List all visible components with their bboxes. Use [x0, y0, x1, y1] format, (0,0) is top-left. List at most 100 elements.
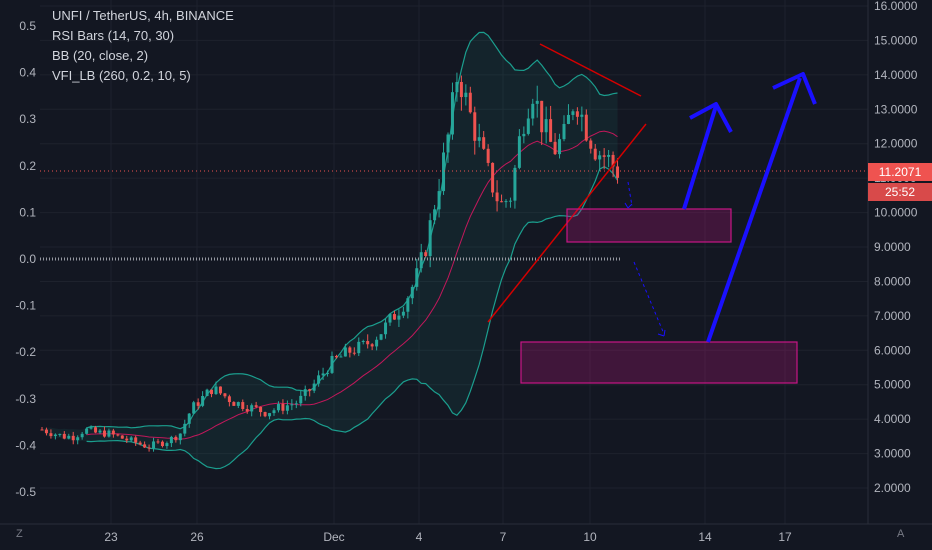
candle-body [491, 162, 495, 193]
candle-body [392, 314, 396, 320]
candle-body [366, 341, 370, 345]
chart-legend: UNFI / TetherUS, 4h, BINANCE RSI Bars (1… [52, 6, 234, 86]
time-tick-label: 26 [190, 530, 204, 544]
legend-bb[interactable]: BB (20, close, 2) [52, 48, 149, 63]
candle-body [326, 372, 330, 374]
candle-body [210, 389, 214, 395]
candle-body [464, 92, 468, 98]
candle-body [352, 352, 356, 354]
candle-body [370, 344, 374, 347]
dashed-arrow-head [657, 329, 666, 337]
dashed-arrow-head [624, 202, 633, 209]
candle-body [562, 123, 566, 140]
candle-body [98, 430, 102, 433]
vfi-tick-label: -0.5 [15, 485, 36, 499]
candle-body [174, 436, 178, 441]
candle-body [143, 444, 147, 448]
candle-body [330, 355, 334, 373]
candle-body [178, 433, 182, 441]
up-arrow-icon [682, 105, 718, 210]
price-tick-label: 14.0000 [874, 68, 918, 82]
price-tick-label: 2.0000 [874, 481, 911, 495]
candle-body [589, 140, 593, 149]
candle-body [593, 148, 597, 160]
time-tick-label: 17 [778, 530, 792, 544]
candle-body [227, 396, 231, 403]
chart-grid [40, 0, 868, 524]
candle-body [205, 389, 209, 396]
candle-body [259, 406, 263, 413]
candle-body [504, 201, 508, 203]
candle-body [428, 220, 432, 256]
vfi-tick-label: 0.0 [19, 252, 36, 266]
candle-body [473, 112, 477, 141]
candle-body [486, 148, 490, 163]
candle-body [388, 314, 392, 323]
candle-body [49, 433, 53, 437]
legend-symbol[interactable]: UNFI / TetherUS, 4h, BINANCE [52, 8, 234, 23]
vfi-tick-label: -0.4 [15, 438, 36, 452]
vfi-tick-label: -0.1 [15, 299, 36, 313]
candle-body [107, 430, 111, 437]
candle-body [477, 137, 481, 141]
legend-rsi-bars[interactable]: RSI Bars (14, 70, 30) [52, 28, 175, 43]
vfi-tick-label: 0.2 [19, 159, 36, 173]
candle-body [129, 437, 133, 441]
candle-body [450, 92, 454, 135]
auto-scale-icon[interactable]: A [897, 528, 905, 540]
candle-body [187, 413, 191, 424]
candle-body [165, 443, 169, 447]
vfi-tick-label: 0.5 [19, 19, 36, 33]
candle-body [308, 389, 312, 391]
candle-body [89, 427, 93, 429]
price-tick-label: 4.0000 [874, 412, 911, 426]
candle-body [526, 118, 530, 134]
candle-body [44, 429, 48, 434]
candle-body [80, 433, 84, 438]
candle-body [236, 402, 240, 406]
price-tick-label: 6.0000 [874, 343, 911, 357]
candle-body [361, 341, 365, 343]
candle-body [111, 430, 115, 435]
candle-body [406, 298, 410, 312]
candle-body [40, 429, 44, 431]
vfi-tick-label: 0.3 [19, 112, 36, 126]
bb-upper-line [86, 31, 618, 430]
target-box-upper [566, 208, 732, 243]
price-tick-label: 8.0000 [874, 274, 911, 288]
candle-body [71, 435, 75, 441]
candle-body [531, 103, 535, 119]
candle-body [379, 334, 383, 340]
candle-body [134, 437, 138, 443]
candle-body [85, 428, 89, 434]
price-tick-label: 13.0000 [874, 102, 918, 116]
candle-body [294, 403, 298, 405]
candle-body [513, 167, 517, 201]
candle-body [455, 81, 459, 93]
candle-body [245, 408, 249, 412]
candle-body [343, 347, 347, 357]
candle-body [566, 114, 570, 124]
bb-lower-line [86, 166, 619, 470]
timezone-icon[interactable]: Z [16, 528, 23, 540]
candle-body [616, 166, 620, 178]
vfi-tick-label: -0.2 [15, 345, 36, 359]
price-tick-label: 5.0000 [874, 378, 911, 392]
candle-body [321, 373, 325, 376]
price-tick-label: 3.0000 [874, 447, 911, 461]
candle-body [102, 430, 106, 437]
candle-body [602, 155, 606, 157]
vfi-tick-label: -0.3 [15, 392, 36, 406]
candle-body [397, 315, 401, 320]
candle-body [446, 134, 450, 153]
candle-body [299, 395, 303, 404]
candle-body [558, 139, 562, 155]
candle-body [281, 403, 285, 411]
candle-body [553, 141, 557, 155]
legend-vfi[interactable]: VFI_LB (260, 0.2, 10, 5) [52, 68, 191, 83]
candle-body [196, 402, 200, 406]
candle-body [584, 114, 588, 141]
candle-body [317, 375, 321, 384]
candle-body [120, 435, 124, 439]
